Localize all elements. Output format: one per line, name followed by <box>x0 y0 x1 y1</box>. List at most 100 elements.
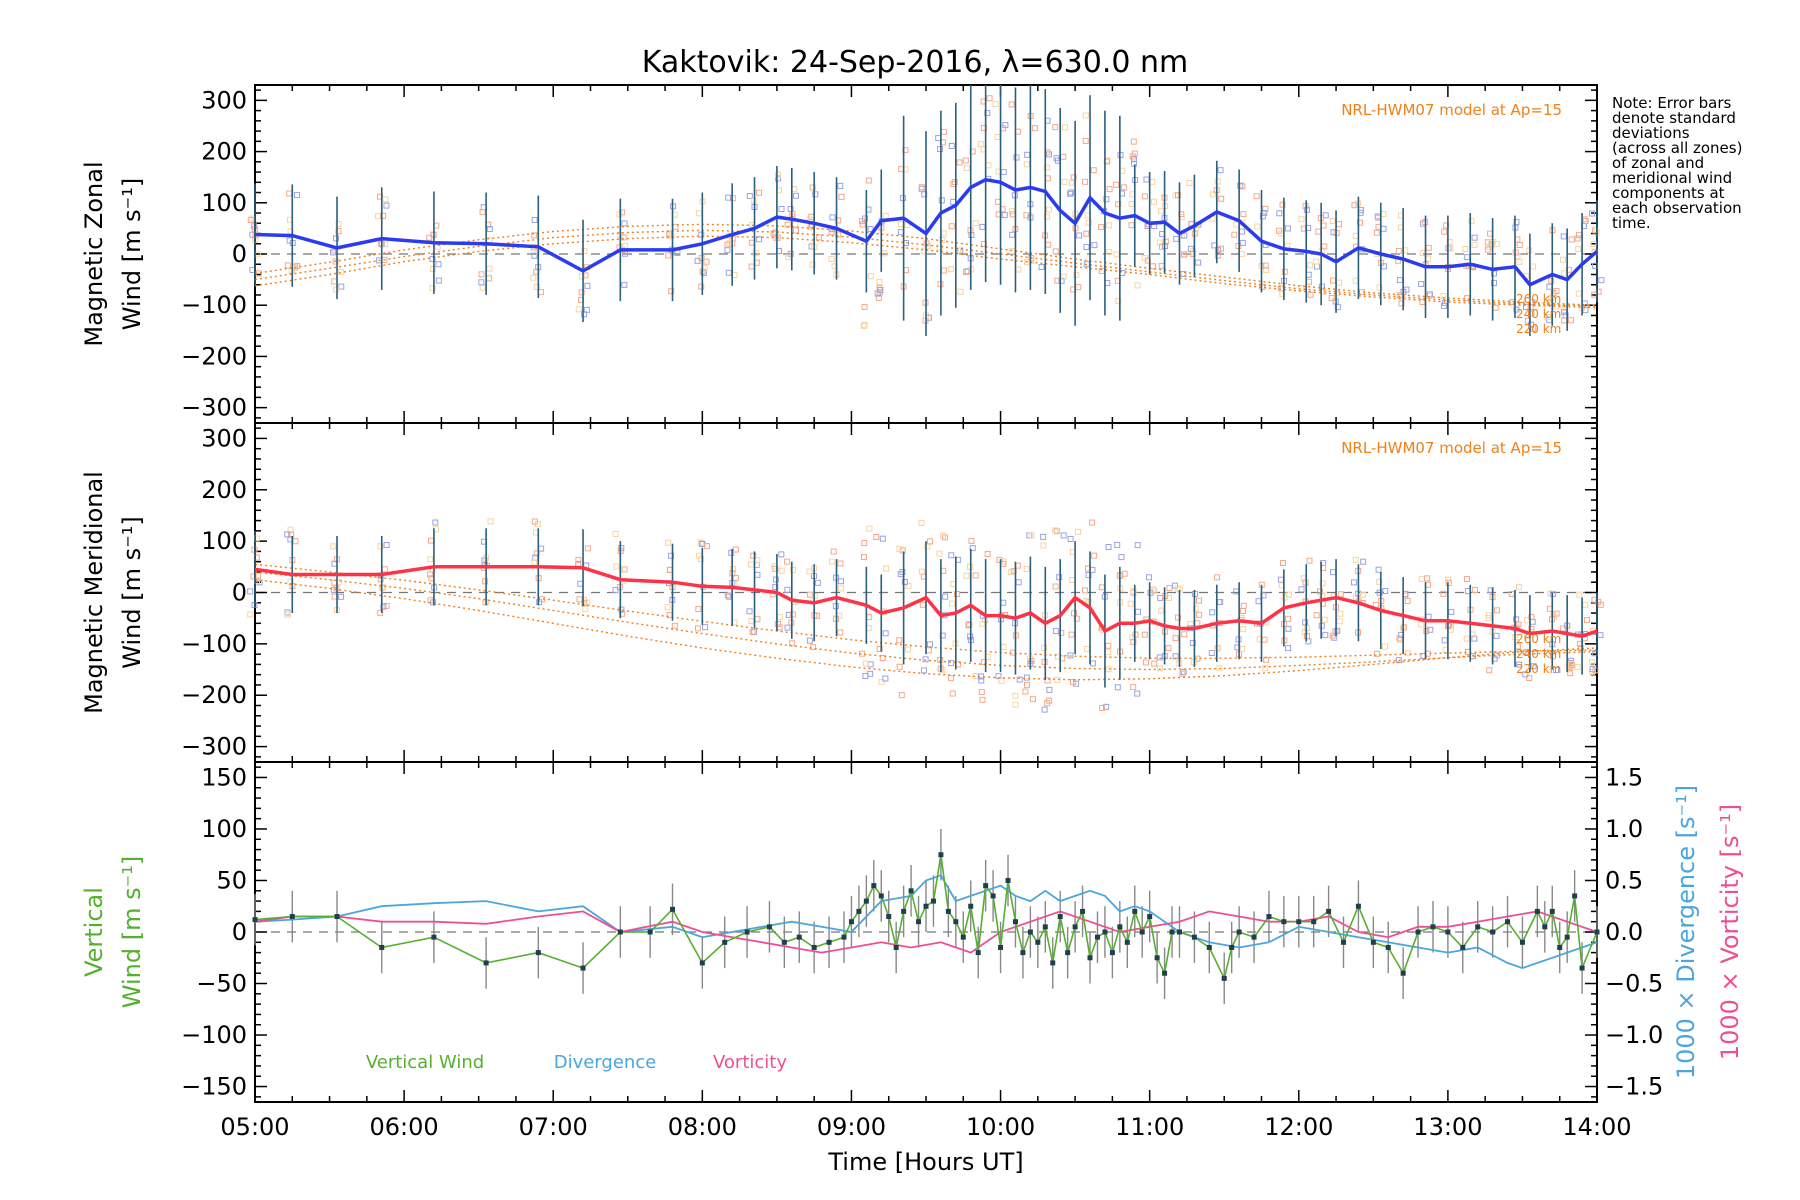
y-tick-label: 150 <box>201 763 247 791</box>
zone-estimate-marker <box>882 630 889 637</box>
zone-estimate-marker <box>1165 594 1172 601</box>
zone-estimate-marker <box>1134 542 1141 549</box>
zone-estimate-marker <box>697 556 704 563</box>
zone-estimate-marker <box>1000 599 1007 606</box>
zone-estimate-marker <box>665 252 672 259</box>
zone-estimate-marker <box>793 227 800 234</box>
divergence-line <box>254 874 1598 970</box>
zone-estimate-marker <box>838 193 845 200</box>
zone-estimate-marker <box>1073 271 1080 278</box>
zone-estimate-marker <box>949 600 956 607</box>
zone-estimate-marker <box>1471 586 1478 593</box>
zone-estimate-marker <box>1568 661 1575 668</box>
zone-estimate-marker <box>1330 277 1337 284</box>
zone-estimate-marker <box>1189 639 1196 646</box>
zone-estimate-marker <box>1238 228 1245 235</box>
zone-estimate-marker <box>1237 182 1244 189</box>
zone-estimate-marker <box>861 321 868 328</box>
zone-estimate-marker <box>1352 277 1359 284</box>
zone-estimate-marker <box>1544 314 1551 321</box>
zone-estimate-marker <box>1044 677 1051 684</box>
zone-estimate-marker <box>379 584 386 591</box>
zone-estimate-marker <box>920 667 927 674</box>
zone-estimate-marker <box>1464 576 1471 583</box>
y-tick-label: 200 <box>201 476 247 504</box>
zone-estimate-marker <box>1322 632 1329 639</box>
zone-estimate-marker <box>1530 325 1537 332</box>
zone-estimate-marker <box>1233 221 1240 228</box>
zone-estimate-marker <box>1398 300 1405 307</box>
vertical-wind-point <box>953 919 959 925</box>
zone-estimate-marker <box>1516 661 1523 668</box>
zone-estimate-marker <box>1067 535 1074 542</box>
zone-estimate-marker <box>1582 217 1589 224</box>
vertical-wind-point <box>1549 908 1555 914</box>
zone-estimate-marker <box>1099 704 1106 711</box>
zone-estimate-marker <box>936 244 943 251</box>
zone-estimate-marker <box>250 573 257 580</box>
zone-estimate-marker <box>963 572 970 579</box>
zone-estimate-marker <box>918 520 925 527</box>
zone-estimate-marker <box>899 568 906 575</box>
zone-estimate-marker <box>778 205 785 212</box>
zone-estimate-marker <box>1404 598 1411 605</box>
zone-estimate-marker <box>1255 598 1262 605</box>
zone-estimate-marker <box>333 235 340 242</box>
zone-estimate-marker <box>984 110 991 117</box>
x-tick-label: 12:00 <box>1264 1113 1333 1141</box>
model-curve <box>254 229 1598 307</box>
zone-estimate-marker <box>724 592 731 599</box>
zone-estimate-marker <box>969 545 976 552</box>
zone-estimate-marker <box>984 551 991 558</box>
zone-estimate-marker <box>1471 234 1478 241</box>
zone-estimate-marker <box>671 622 678 629</box>
zone-estimate-marker <box>247 217 254 224</box>
zone-estimate-marker <box>1028 532 1035 539</box>
zone-estimate-marker <box>1597 632 1604 639</box>
vertical-wind-point <box>617 929 623 935</box>
zone-estimate-marker <box>1069 576 1076 583</box>
zone-estimate-marker <box>828 558 835 565</box>
zone-estimate-marker <box>1567 317 1574 324</box>
zone-estimate-marker <box>936 550 943 557</box>
zone-estimate-marker <box>1448 608 1455 615</box>
vertical-wind-point <box>1475 924 1481 930</box>
zone-estimate-marker <box>1060 273 1067 280</box>
zone-estimate-marker <box>1052 124 1059 131</box>
vertical-wind-point <box>1229 944 1235 950</box>
zone-estimate-marker <box>1376 589 1383 596</box>
zone-estimate-marker <box>1574 235 1581 242</box>
vertical-wind-point <box>990 893 996 899</box>
zone-estimate-marker <box>1357 219 1364 226</box>
zone-estimate-marker <box>1336 618 1343 625</box>
model-curve <box>254 579 1598 681</box>
zone-estimate-marker <box>1000 643 1007 650</box>
zone-estimate-marker <box>1143 659 1150 666</box>
zone-estimate-marker <box>1187 245 1194 252</box>
zone-estimate-marker <box>1073 680 1080 687</box>
note-line: of zonal and <box>1612 154 1704 172</box>
zone-estimate-marker <box>748 263 755 270</box>
zone-estimate-marker <box>1575 246 1582 253</box>
y-tick-label: −50 <box>196 970 247 998</box>
zone-estimate-marker <box>829 214 836 221</box>
zone-estimate-marker <box>859 221 866 228</box>
vertical-wind-point <box>1370 939 1376 945</box>
vertical-wind-point <box>1221 975 1227 981</box>
zone-estimate-marker <box>1464 254 1471 261</box>
zone-estimate-marker <box>1127 600 1134 607</box>
zone-estimate-marker <box>1319 592 1326 599</box>
vertical-wind-point <box>647 929 653 935</box>
x-tick-label: 07:00 <box>519 1113 588 1141</box>
zone-estimate-marker <box>1440 293 1447 300</box>
zone-estimate-marker <box>835 217 842 224</box>
zone-estimate-marker <box>330 543 337 550</box>
zone-estimate-marker <box>1337 610 1344 617</box>
vertical-wind-point <box>1102 929 1108 935</box>
vertical-wind-point <box>1020 950 1026 956</box>
zone-estimate-marker <box>1284 225 1291 232</box>
y-tick-label: 0 <box>232 918 247 946</box>
zone-estimate-marker <box>486 225 493 232</box>
zone-estimate-marker <box>1302 619 1309 626</box>
zone-estimate-marker <box>612 587 619 594</box>
